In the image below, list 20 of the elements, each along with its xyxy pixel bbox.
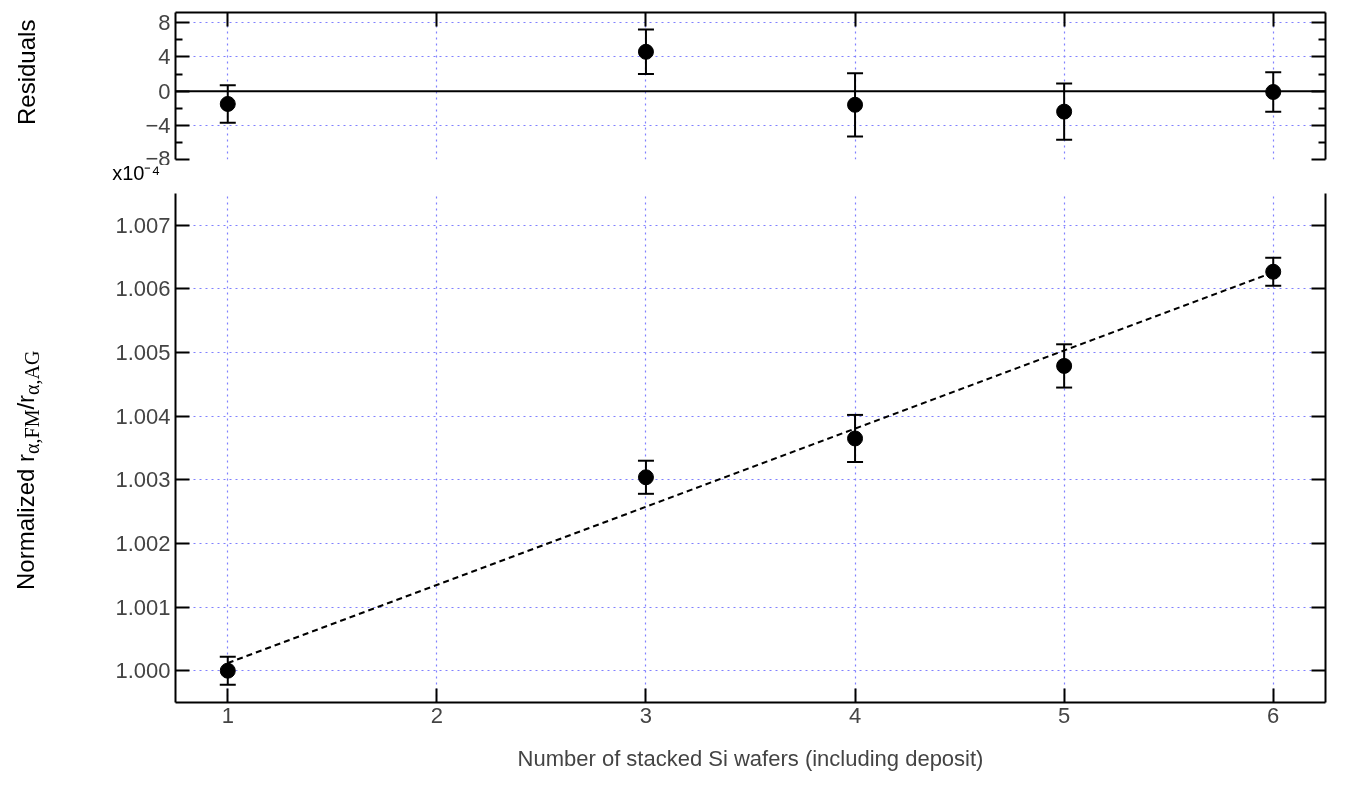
x-tick-label: 1 (221, 702, 234, 728)
y-tick-label: 1.000 (115, 658, 171, 684)
y-tick-label: 4 (158, 44, 171, 70)
y-axis-title: Residuals (12, 19, 42, 126)
x-tick-label: 4 (848, 702, 862, 728)
x-tick-label: 3 (639, 702, 653, 728)
y-tick-label: 1.004 (115, 403, 171, 429)
y-tick-label: 1.007 (115, 212, 171, 238)
y-tick-label: 0 (158, 78, 171, 104)
y-tick-label: 1.006 (115, 276, 171, 302)
y-tick-label: 1.002 (115, 530, 171, 556)
x-tick-label: 6 (1267, 702, 1280, 728)
y-tick-label: 1.003 (115, 467, 171, 493)
y-tick-label: 1.005 (115, 340, 171, 366)
y-tick-label: 8 (158, 10, 171, 36)
x-axis-title: Number of stacked Si wafers (including deposit) (517, 745, 984, 771)
y-tick-label: −4 (145, 112, 171, 138)
x-tick-label: 2 (430, 702, 443, 728)
y-tick-label: 1.001 (115, 594, 171, 620)
x-tick-label: 5 (1058, 702, 1071, 728)
